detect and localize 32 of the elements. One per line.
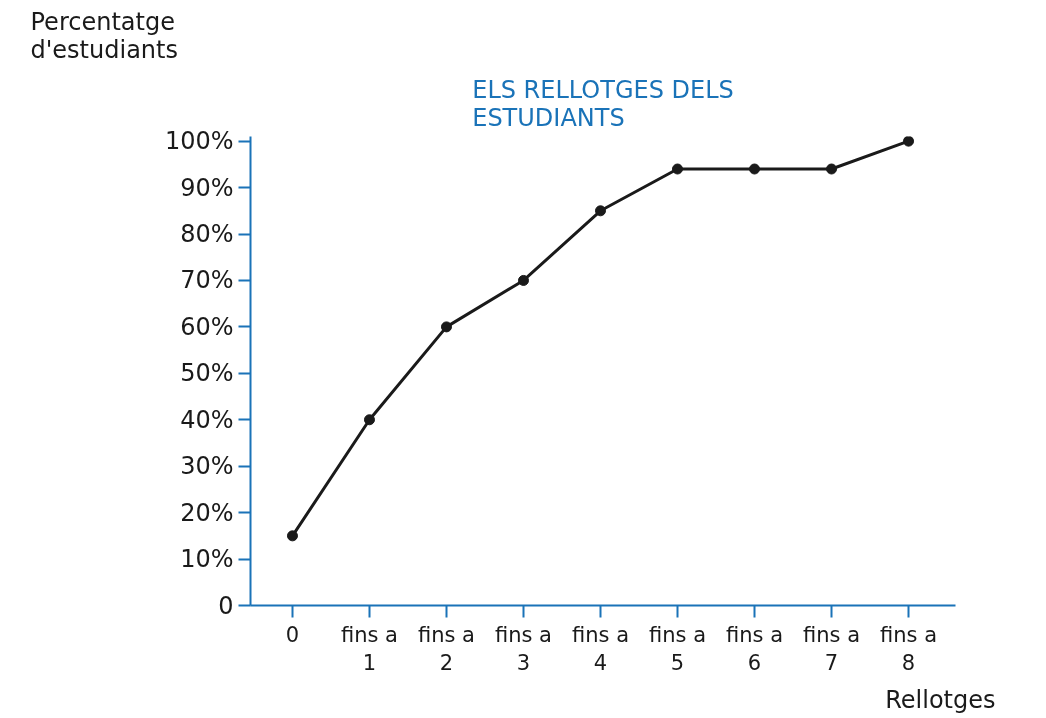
- x-tick-label: fins a 4: [571, 622, 630, 676]
- y-tick-label: 20%: [180, 498, 234, 527]
- x-tick-label: fins a 7: [803, 622, 861, 676]
- x-tick-label: fins a 6: [726, 622, 784, 676]
- y-tick-label: 40%: [180, 405, 234, 434]
- y-tick-label: 50%: [180, 359, 234, 388]
- point: [286, 530, 298, 542]
- point: [903, 136, 915, 147]
- chart-title: ELS RELLOTGES DELS ESTUDIANTS: [472, 75, 734, 132]
- y-tick-label: 10%: [180, 545, 234, 574]
- x-tick-label: fins a 8: [880, 622, 938, 676]
- point: [749, 163, 761, 175]
- x-tick-label: fins a 3: [494, 622, 553, 676]
- y-tick-label: 70%: [180, 266, 234, 295]
- y-tick-label: 90%: [180, 173, 234, 202]
- point: [440, 321, 452, 333]
- x-axis-title: Rellotges: [885, 685, 996, 714]
- y-tick-label: 0: [218, 591, 234, 620]
- x-tick-label: 0: [285, 622, 300, 647]
- point: [363, 414, 375, 426]
- y-tick-label: 60%: [180, 312, 234, 341]
- x-tick-label: fins a 2: [417, 622, 475, 676]
- y-tick-label: 100%: [164, 127, 234, 156]
- point: [826, 163, 838, 175]
- y-axis-title: Percentatge d'estudiants: [30, 7, 178, 64]
- point: [595, 205, 606, 217]
- point: [672, 163, 683, 175]
- y-tick-label: 30%: [180, 452, 234, 481]
- point: [517, 274, 529, 286]
- y-tick-label: 80%: [180, 220, 234, 249]
- x-tick-label: fins a 1: [340, 622, 398, 676]
- x-tick-label: fins a 5: [648, 622, 707, 676]
